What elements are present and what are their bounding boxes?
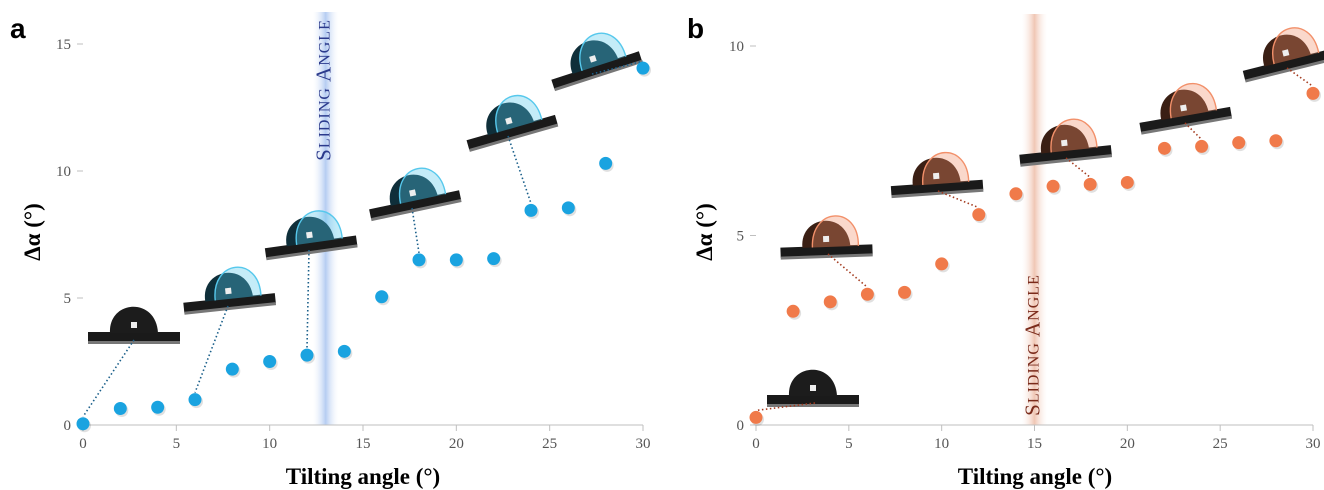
data-point (412, 253, 426, 267)
panel-label-a: a (10, 13, 26, 44)
panel-label-b: b (687, 13, 704, 44)
droplet-image (1242, 27, 1324, 83)
panel-b: b SLIDING ANGLE 0 5 10 15 20 25 30 0 5 10 Tiltin… (687, 13, 1324, 489)
droplet-leader-line (937, 190, 980, 209)
droplet-leader-line (591, 60, 644, 75)
data-point (151, 400, 165, 414)
data-point (1046, 179, 1060, 193)
data-point (860, 287, 874, 301)
y-tick-label: 5 (737, 229, 745, 245)
droplet-image (466, 94, 559, 152)
y-tick-label: 0 (737, 418, 745, 434)
droplet-images-a (82, 32, 644, 418)
data-point (300, 348, 314, 362)
droplet-image (1139, 82, 1233, 135)
x-tick-label: 25 (542, 436, 557, 452)
y-axis-title-b: Δα (°) (692, 203, 717, 261)
data-point (823, 295, 837, 309)
y-axis-title-a: Δα (°) (20, 203, 45, 261)
data-point (375, 290, 389, 304)
data-point (76, 417, 90, 431)
data-point (1269, 134, 1283, 148)
y-tick-label: 10 (729, 39, 744, 55)
droplet-image (551, 32, 643, 92)
x-ticks-b: 0 5 10 15 20 25 30 (752, 425, 1321, 452)
data-point (449, 253, 463, 267)
data-point (1232, 136, 1246, 150)
data-points-b (749, 86, 1321, 426)
droplet-image (183, 266, 277, 315)
droplet-leader-line (411, 207, 420, 254)
x-tick-label: 5 (173, 436, 181, 452)
data-point (561, 201, 575, 215)
data-point (113, 401, 127, 415)
x-tick-label: 0 (752, 436, 760, 452)
droplet-image (890, 151, 984, 199)
y-tick-label: 0 (64, 418, 72, 434)
y-tick-label: 15 (56, 37, 71, 53)
sliding-angle-band-b: SLIDING ANGLE (1020, 14, 1048, 425)
data-point (1120, 175, 1134, 189)
x-tick-label: 30 (1306, 436, 1321, 452)
x-tick-label: 20 (1120, 436, 1135, 452)
data-point (487, 252, 501, 266)
data-point (1195, 139, 1209, 153)
x-tick-label: 10 (934, 436, 949, 452)
x-axis-title-b: Tilting angle (°) (958, 464, 1112, 489)
droplet-image (264, 210, 358, 261)
droplet-image (780, 215, 873, 260)
x-tick-label: 0 (79, 436, 87, 452)
droplet-leader-line (1065, 157, 1091, 178)
data-point (786, 304, 800, 318)
x-tick-label: 30 (636, 436, 651, 452)
data-point (263, 355, 277, 368)
panel-a: a SLIDING ANGLE 0 5 10 15 20 25 30 0 5 10 15 Tilt… (10, 12, 651, 489)
droplet-images-b (755, 27, 1324, 412)
sliding-angle-label: SLIDING ANGLE (1020, 274, 1044, 416)
data-point (1009, 187, 1023, 201)
y-tick-label: 5 (64, 291, 72, 307)
droplet-image (369, 167, 462, 222)
y-ticks-b: 0 5 10 (729, 39, 756, 434)
x-tick-label: 5 (845, 436, 853, 452)
data-point (225, 362, 239, 376)
droplet-leader-line (507, 135, 532, 204)
data-point (636, 61, 650, 75)
data-point (188, 393, 202, 407)
droplet-leader-line (194, 305, 229, 393)
droplet-leader-line (82, 339, 135, 418)
y-tick-label: 10 (56, 164, 71, 180)
x-axis-title-a: Tilting angle (°) (286, 464, 440, 489)
data-point (1306, 86, 1320, 100)
droplet-image (88, 306, 180, 344)
sliding-angle-label: SLIDING ANGLE (311, 19, 335, 161)
data-point (337, 344, 351, 358)
data-point (898, 285, 912, 299)
data-point (524, 203, 538, 217)
x-tick-label: 15 (356, 436, 371, 452)
droplet-leader-line (827, 253, 868, 288)
data-point (599, 156, 613, 170)
data-point (1157, 141, 1171, 155)
droplet-image (1019, 118, 1113, 167)
x-tick-label: 20 (449, 436, 464, 452)
data-point (1083, 177, 1097, 191)
x-ticks-a: 0 5 10 15 20 25 30 (79, 425, 651, 452)
x-tick-label: 10 (262, 436, 277, 452)
droplet-image (767, 369, 859, 407)
x-tick-label: 15 (1027, 436, 1042, 452)
sliding-angle-band (1021, 14, 1048, 425)
data-point (972, 208, 986, 222)
droplet-leader-line (306, 249, 310, 349)
x-tick-label: 25 (1213, 436, 1228, 452)
droplet-leader-line (1286, 67, 1314, 88)
data-points-a (76, 61, 651, 433)
data-point (935, 257, 949, 271)
data-point (749, 410, 763, 424)
y-ticks-a: 0 5 10 15 (56, 37, 83, 434)
